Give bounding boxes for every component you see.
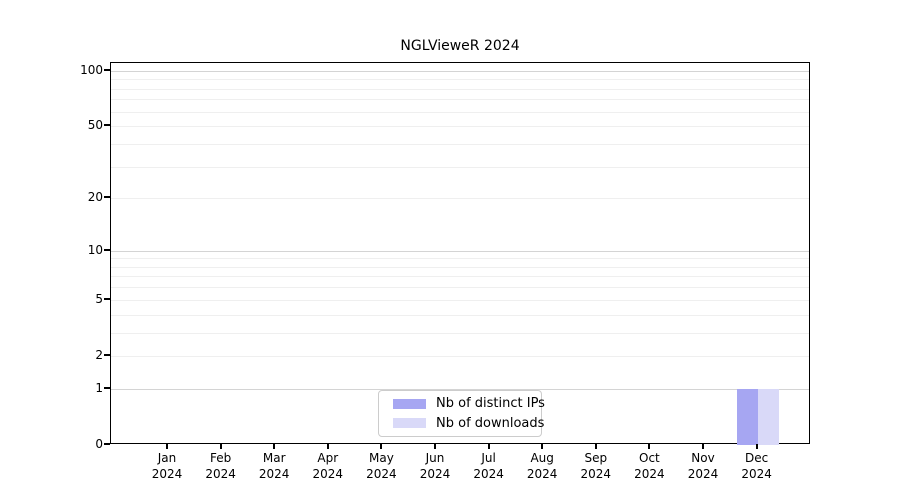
y-tick-label: 20 bbox=[87, 190, 103, 205]
x-tick bbox=[434, 444, 436, 449]
x-tick-year: 2024 bbox=[473, 467, 504, 481]
x-tick-label: Apr 2024 bbox=[301, 450, 355, 482]
x-tick-month: Mar bbox=[262, 451, 286, 465]
y-tick bbox=[104, 248, 110, 251]
x-tick-label: Jul 2024 bbox=[462, 450, 516, 482]
legend-label: Nb of downloads bbox=[436, 415, 545, 431]
x-tick-month: Nov bbox=[691, 451, 715, 465]
x-tick bbox=[219, 444, 222, 449]
x-tick-month: Aug bbox=[530, 451, 554, 465]
x-tick-month: Oct bbox=[639, 451, 660, 465]
gridline-minor bbox=[111, 88, 809, 90]
bar-distinct-ips bbox=[736, 388, 758, 445]
x-tick-label: Sep 2024 bbox=[569, 450, 623, 482]
y-tick-label: 100 bbox=[80, 62, 103, 77]
x-tick-month: Apr bbox=[317, 451, 339, 465]
x-tick-label: May 2024 bbox=[354, 450, 408, 482]
x-tick-year: 2024 bbox=[741, 467, 772, 481]
gridline-minor bbox=[111, 355, 809, 357]
x-tick bbox=[166, 444, 168, 449]
gridline-minor bbox=[111, 166, 809, 168]
legend-label: Nb of distinct IPs bbox=[436, 396, 545, 412]
x-tick-label: Oct 2024 bbox=[622, 450, 676, 482]
x-tick-label: Aug 2024 bbox=[515, 450, 569, 482]
gridline-minor bbox=[111, 276, 809, 278]
y-tick-label: 2 bbox=[95, 347, 103, 362]
y-tick bbox=[104, 297, 110, 300]
legend-swatch bbox=[393, 398, 426, 409]
y-tick bbox=[104, 124, 110, 127]
x-tick-label: Jun 2024 bbox=[408, 450, 462, 482]
y-tick bbox=[104, 443, 110, 445]
x-tick-label: Nov 2024 bbox=[676, 450, 730, 482]
x-tick-month: May bbox=[368, 451, 394, 465]
y-tick-label: 10 bbox=[87, 242, 103, 257]
x-tick-year: 2024 bbox=[258, 467, 290, 481]
x-tick-label: Dec 2024 bbox=[730, 450, 784, 482]
x-tick bbox=[541, 444, 544, 449]
x-tick-label: Mar 2024 bbox=[247, 450, 301, 482]
x-tick-year: 2024 bbox=[366, 467, 397, 481]
x-tick bbox=[648, 444, 651, 449]
gridline-major bbox=[111, 250, 809, 252]
legend-entry: Nb of distinct IPs bbox=[379, 395, 545, 412]
x-tick bbox=[755, 444, 758, 449]
y-tick bbox=[104, 386, 110, 389]
x-tick-year: 2024 bbox=[580, 467, 612, 481]
bar-downloads bbox=[757, 388, 779, 445]
x-tick bbox=[273, 444, 276, 449]
x-tick-year: 2024 bbox=[151, 467, 183, 481]
x-tick-month: Dec bbox=[744, 451, 769, 465]
y-tick bbox=[104, 196, 110, 199]
gridline-minor bbox=[111, 111, 809, 113]
chart-title: NGLVieweR 2024 bbox=[400, 38, 520, 54]
y-tick bbox=[104, 68, 110, 71]
x-tick bbox=[594, 444, 597, 449]
gridline-minor bbox=[111, 126, 809, 128]
y-tick bbox=[104, 353, 110, 356]
x-tick-month: Jul bbox=[481, 451, 496, 465]
x-tick bbox=[487, 444, 490, 449]
legend-swatch bbox=[393, 418, 426, 429]
gridline-minor bbox=[111, 258, 809, 260]
gridline-major bbox=[111, 388, 809, 390]
gridline-minor bbox=[111, 299, 809, 301]
x-tick-month: Jun bbox=[425, 451, 445, 465]
x-tick-month: Sep bbox=[584, 451, 608, 465]
x-tick-label: Jan 2024 bbox=[140, 450, 194, 482]
gridline-minor bbox=[111, 99, 809, 101]
x-tick-year: 2024 bbox=[526, 467, 558, 481]
x-tick-year: 2024 bbox=[419, 467, 451, 481]
x-tick-year: 2024 bbox=[312, 467, 344, 481]
x-tick-label: Feb 2024 bbox=[194, 450, 248, 482]
gridline-minor bbox=[111, 198, 809, 200]
gridline-minor bbox=[111, 332, 809, 334]
y-tick-label: 1 bbox=[95, 380, 103, 395]
x-tick-year: 2024 bbox=[687, 467, 719, 481]
gridline-minor bbox=[111, 79, 809, 81]
x-tick-year: 2024 bbox=[205, 467, 236, 481]
gridline-minor bbox=[111, 287, 809, 289]
x-tick-month: Feb bbox=[209, 451, 232, 465]
legend: Nb of distinct IPs Nb of downloads bbox=[378, 390, 545, 437]
y-tick-label: 50 bbox=[87, 118, 103, 133]
x-tick-year: 2024 bbox=[634, 467, 665, 481]
y-tick-label: 0 bbox=[95, 437, 103, 451]
plot-area bbox=[110, 62, 810, 445]
x-tick bbox=[326, 444, 329, 449]
gridline-minor bbox=[111, 143, 809, 145]
y-tick-label: 5 bbox=[95, 291, 103, 306]
gridline-minor bbox=[111, 314, 809, 316]
legend-entry: Nb of downloads bbox=[379, 415, 545, 432]
x-tick-month: Jan bbox=[157, 451, 177, 465]
gridline-major bbox=[111, 70, 809, 72]
x-tick bbox=[702, 444, 704, 449]
gridline-minor bbox=[111, 266, 809, 268]
x-tick bbox=[380, 444, 383, 449]
